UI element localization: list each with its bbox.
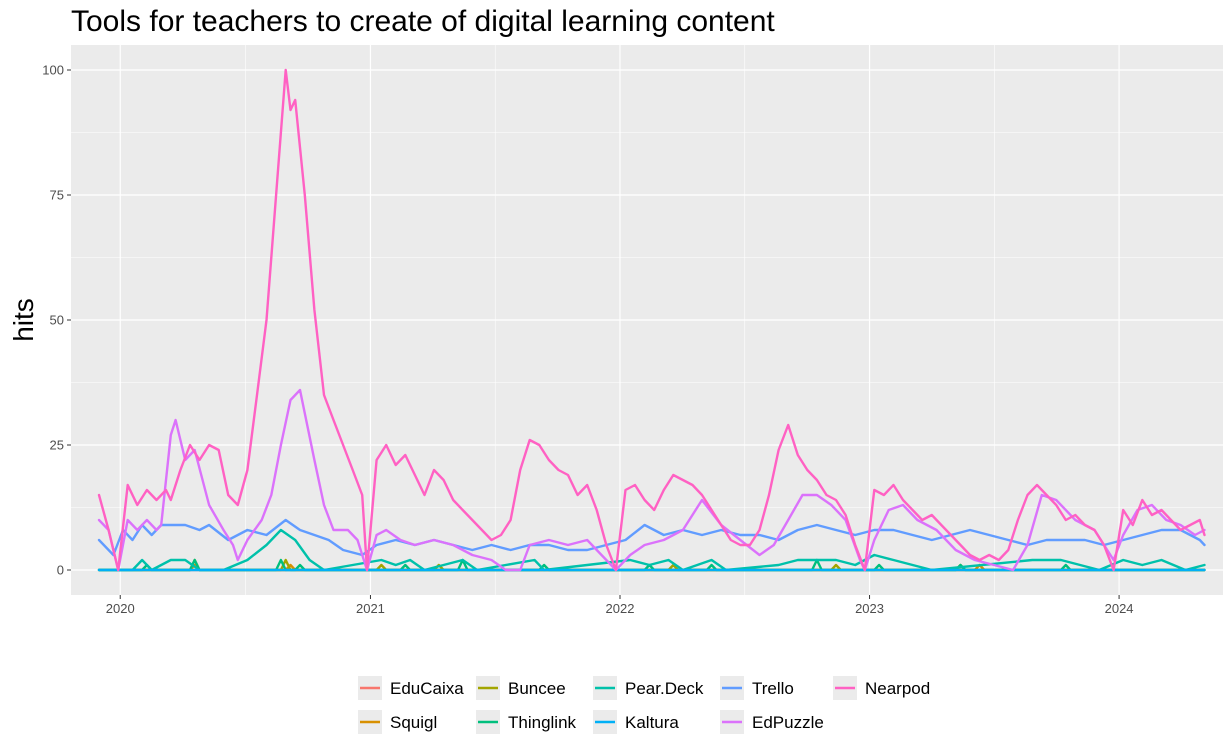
y-axis-label: hits	[8, 298, 39, 342]
legend-label-edpuzzle: EdPuzzle	[752, 713, 824, 732]
x-tick-label: 2020	[106, 601, 135, 616]
legend-label-trello: Trello	[752, 679, 794, 698]
legend-label-pear-deck: Pear.Deck	[625, 679, 704, 698]
series-line-nearpod	[97, 68, 1206, 572]
chart-title: Tools for teachers to create of digital …	[71, 5, 775, 38]
x-tick-label: 2023	[855, 601, 884, 616]
y-tick-label: 75	[50, 188, 64, 203]
series-line-pear-deck	[97, 528, 1206, 572]
legend: EduCaixa Buncee Pear.Deck Trello Nearpod Squi…	[358, 676, 930, 734]
series-line-trello	[97, 518, 1206, 557]
x-tick-label: 2022	[606, 601, 635, 616]
legend-label-buncee: Buncee	[508, 679, 566, 698]
y-tick-label: 25	[50, 438, 64, 453]
legend-label-educaixa: EduCaixa	[390, 679, 464, 698]
legend-label-nearpod: Nearpod	[865, 679, 930, 698]
legend-label-kaltura: Kaltura	[625, 713, 679, 732]
y-tick-label: 0	[57, 563, 64, 578]
x-tick-label: 2024	[1105, 601, 1134, 616]
x-tick-label: 2021	[356, 601, 385, 616]
series-line-edpuzzle	[97, 388, 1206, 572]
y-tick-label: 100	[42, 63, 64, 78]
legend-label-squigl: Squigl	[390, 713, 437, 732]
legend-label-thinglink: Thinglink	[508, 713, 577, 732]
axis-ticks: 0 25 50 75 100 2020 2021 2022 2023 2024	[42, 63, 1133, 617]
series-lines	[97, 68, 1206, 572]
y-tick-label: 50	[50, 313, 64, 328]
